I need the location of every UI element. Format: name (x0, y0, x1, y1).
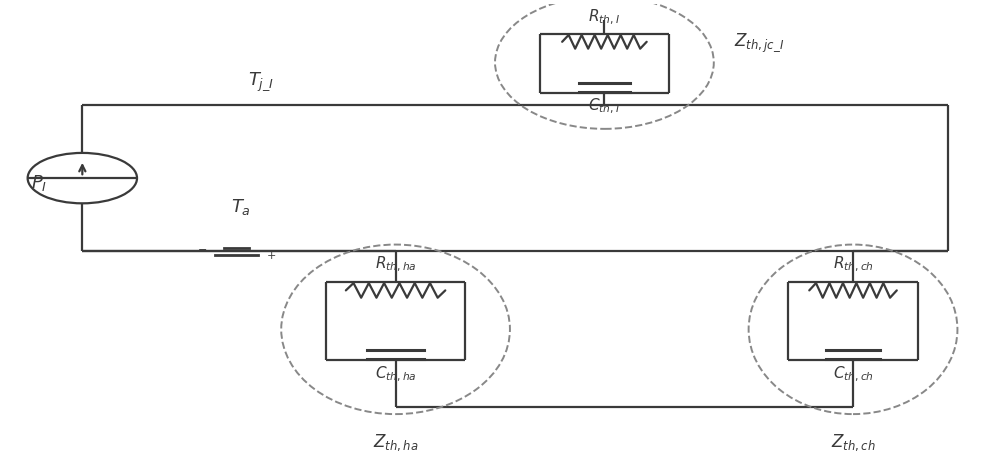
Text: $R_{th,ch}$: $R_{th,ch}$ (833, 255, 873, 274)
Text: $C_{th,ha}$: $C_{th,ha}$ (375, 365, 416, 384)
Text: $C_{th,ch}$: $C_{th,ch}$ (833, 365, 874, 384)
Text: $+$: $+$ (266, 250, 276, 260)
Text: $R_{th,I}$: $R_{th,I}$ (588, 8, 620, 27)
Text: $-$: $-$ (197, 243, 207, 253)
Text: $T_{j\_I}$: $T_{j\_I}$ (248, 71, 274, 93)
Text: $Z_{th,jc\_I}$: $Z_{th,jc\_I}$ (734, 32, 784, 54)
Text: $R_{th,ha}$: $R_{th,ha}$ (375, 255, 416, 274)
Text: $T_a$: $T_a$ (231, 197, 251, 217)
Text: $P_I$: $P_I$ (31, 173, 48, 193)
Text: $Z_{th,ch}$: $Z_{th,ch}$ (831, 432, 875, 453)
Text: $Z_{th,ha}$: $Z_{th,ha}$ (373, 432, 418, 453)
Text: $C_{th,I}$: $C_{th,I}$ (588, 97, 620, 116)
